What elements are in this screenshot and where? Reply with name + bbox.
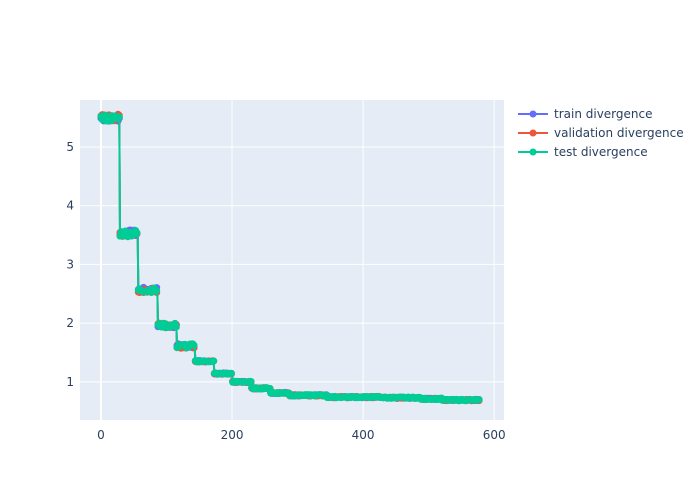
data-point — [133, 229, 141, 237]
y-tick-label: 4 — [66, 199, 74, 213]
legend-marker — [529, 110, 537, 118]
x-tick-label: 400 — [352, 428, 375, 442]
legend-label: validation divergence — [554, 126, 684, 140]
data-point — [227, 370, 235, 378]
y-tick-label: 2 — [66, 316, 74, 330]
legend-label: test divergence — [554, 145, 648, 159]
series-layer — [97, 110, 483, 405]
legend-item[interactable]: test divergence — [518, 145, 648, 159]
data-point — [247, 378, 255, 386]
y-tick-label: 5 — [66, 140, 74, 154]
data-point — [172, 323, 180, 331]
x-tick-label: 200 — [221, 428, 244, 442]
data-point — [210, 357, 218, 365]
y-tick-label: 3 — [66, 257, 74, 271]
legend-label: train divergence — [554, 107, 653, 121]
data-point — [153, 287, 161, 295]
axis-ticks: 0 200 400 600 1 2 3 4 5 — [66, 140, 505, 442]
legend-item[interactable]: train divergence — [518, 107, 653, 121]
x-tick-label: 0 — [97, 428, 105, 442]
legend-marker — [529, 129, 537, 137]
legend-marker — [529, 148, 537, 156]
series-2 — [97, 111, 483, 405]
data-point — [475, 396, 483, 404]
legend-item[interactable]: validation divergence — [518, 126, 684, 140]
y-tick-label: 1 — [66, 375, 74, 389]
plot-background — [80, 100, 504, 420]
grid-lines — [80, 100, 504, 420]
x-tick-label: 600 — [483, 428, 506, 442]
legend[interactable]: train divergence validation divergence tes… — [518, 107, 684, 159]
data-point — [115, 113, 123, 121]
data-point — [190, 341, 198, 349]
